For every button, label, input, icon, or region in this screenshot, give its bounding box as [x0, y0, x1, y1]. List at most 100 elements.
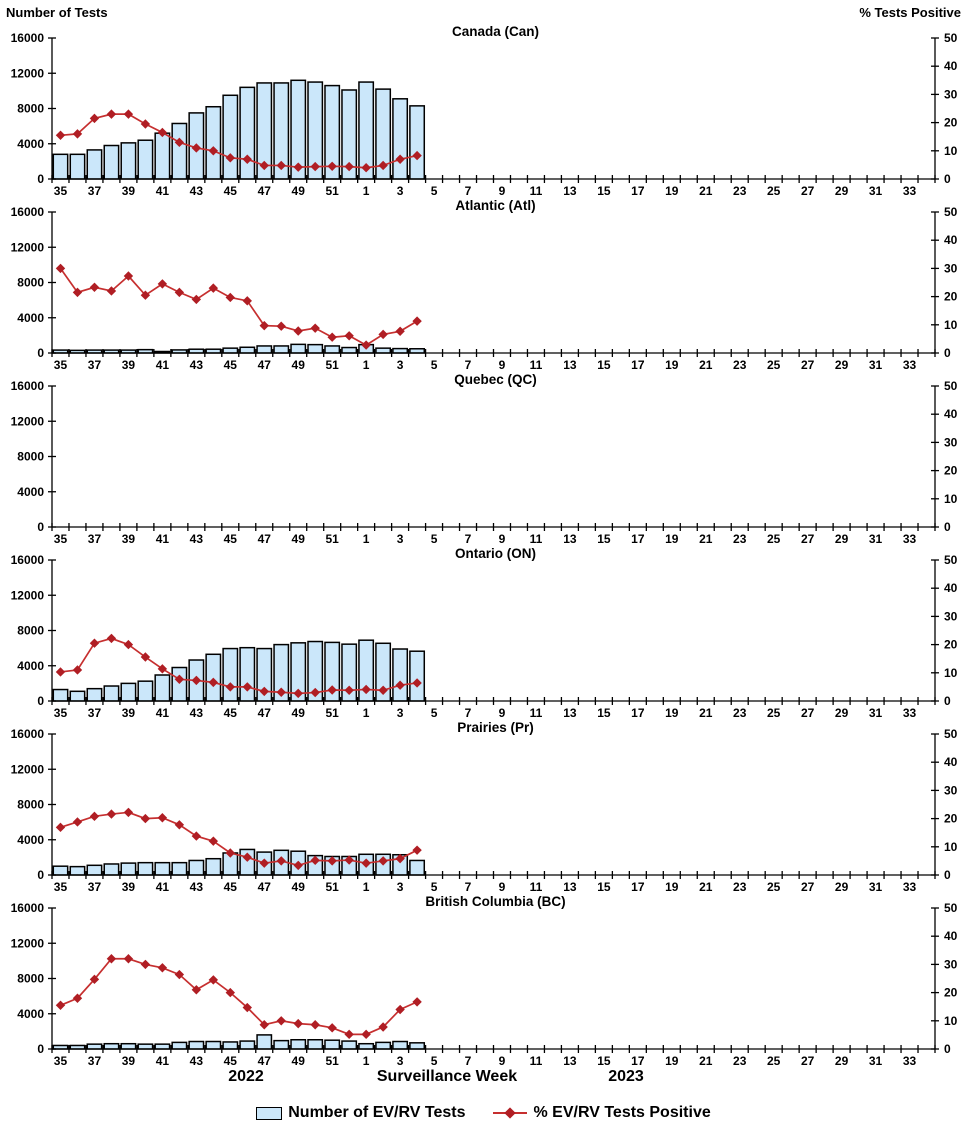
svg-text:4000: 4000 [17, 1007, 44, 1021]
diamond-marker-icon [191, 294, 202, 305]
svg-text:1: 1 [363, 358, 370, 372]
svg-text:50: 50 [944, 379, 958, 393]
legend-line-swatch-icon [493, 1106, 528, 1120]
svg-text:45: 45 [224, 706, 238, 720]
diamond-marker-icon [174, 137, 185, 148]
svg-text:16000: 16000 [11, 553, 45, 567]
svg-text:3: 3 [397, 706, 404, 720]
diamond-marker-icon [225, 848, 236, 858]
svg-text:21: 21 [699, 184, 713, 198]
diamond-marker-icon [412, 997, 422, 1007]
svg-text:51: 51 [326, 880, 340, 894]
pct-positive-line [60, 811, 418, 867]
diamond-marker-icon [157, 127, 168, 138]
diamond-marker-icon [72, 817, 83, 827]
svg-text:37: 37 [88, 1054, 102, 1068]
legend-diamond-marker-icon [504, 1107, 517, 1119]
svg-text:49: 49 [292, 358, 306, 372]
diamond-marker-icon [259, 686, 269, 697]
svg-text:19: 19 [665, 706, 679, 720]
bar-week-36 [69, 153, 86, 180]
bar-week-42 [171, 861, 188, 876]
svg-text:47: 47 [258, 184, 272, 198]
svg-text:27: 27 [801, 184, 815, 198]
svg-text:47: 47 [258, 1054, 272, 1068]
diamond-marker-icon [191, 985, 202, 995]
svg-text:20: 20 [944, 290, 958, 304]
svg-text:11: 11 [530, 1054, 543, 1068]
svg-text:41: 41 [156, 184, 170, 198]
svg-text:20: 20 [944, 116, 958, 130]
diamond-marker-icon [157, 963, 168, 973]
diamond-marker-icon [140, 813, 151, 824]
svg-text:35: 35 [54, 706, 68, 720]
svg-text:21: 21 [699, 532, 713, 546]
svg-text:50: 50 [944, 553, 958, 567]
svg-text:17: 17 [631, 532, 645, 546]
diamond-marker-icon [174, 287, 185, 298]
svg-text:8000: 8000 [17, 102, 44, 116]
svg-text:41: 41 [156, 1054, 170, 1068]
panel-qc: Quebec (QC) 0 4000 8000 12000 16000 0 10 20 30 40 5… [11, 372, 958, 546]
svg-text:0: 0 [37, 172, 44, 186]
diamond-marker-icon [55, 130, 66, 140]
diamond-marker-icon [276, 856, 286, 866]
svg-text:39: 39 [122, 532, 136, 546]
svg-text:40: 40 [944, 407, 958, 421]
svg-text:29: 29 [835, 706, 849, 720]
svg-text:31: 31 [869, 1054, 883, 1068]
svg-text:21: 21 [699, 358, 713, 372]
bar-week-38 [103, 1042, 120, 1050]
svg-text:7: 7 [465, 880, 472, 894]
year-2022-label: 2022 [228, 1068, 264, 1085]
diamond-marker-icon [225, 682, 236, 692]
svg-text:29: 29 [835, 358, 849, 372]
svg-text:11: 11 [530, 706, 543, 720]
svg-text:12000: 12000 [11, 936, 45, 950]
svg-text:15: 15 [597, 706, 611, 720]
svg-text:40: 40 [944, 929, 958, 943]
diamond-marker-icon [361, 1029, 371, 1040]
diamond-marker-icon [327, 685, 337, 695]
left-axis-title: Number of Tests [6, 5, 108, 20]
bar-week-41 [154, 861, 171, 876]
diamond-marker-icon [225, 292, 236, 303]
bar-week-49 [290, 343, 307, 354]
svg-text:11: 11 [530, 532, 543, 546]
diamond-marker-icon [310, 1020, 320, 1030]
panel-title: British Columbia (BC) [425, 894, 565, 909]
svg-text:30: 30 [944, 783, 958, 797]
diamond-marker-icon [208, 975, 219, 985]
diamond-marker-icon [89, 282, 100, 292]
svg-text:4000: 4000 [17, 659, 44, 673]
svg-text:13: 13 [563, 706, 577, 720]
svg-text:35: 35 [54, 1054, 68, 1068]
svg-text:12000: 12000 [11, 240, 45, 254]
svg-text:20: 20 [944, 812, 958, 826]
svg-text:40: 40 [944, 581, 958, 595]
svg-text:15: 15 [597, 532, 611, 546]
svg-text:5: 5 [431, 358, 438, 372]
svg-text:0: 0 [37, 868, 44, 882]
svg-text:20: 20 [944, 986, 958, 1000]
svg-text:50: 50 [944, 205, 958, 219]
diamond-marker-icon [140, 290, 151, 300]
diamond-marker-icon [310, 161, 320, 172]
x-axis-title: Surveillance Week [376, 1068, 518, 1085]
svg-text:33: 33 [903, 184, 917, 198]
diamond-marker-icon [72, 665, 83, 675]
svg-text:3: 3 [397, 358, 404, 372]
diamond-marker-icon [276, 687, 286, 697]
diamond-marker-icon [293, 860, 303, 871]
svg-text:30: 30 [944, 609, 958, 623]
diamond-marker-icon [242, 682, 252, 692]
diamond-marker-icon [242, 296, 252, 306]
bar-week-42 [171, 1041, 188, 1050]
svg-text:9: 9 [499, 358, 506, 372]
svg-text:49: 49 [292, 1054, 306, 1068]
diamond-marker-icon [378, 1022, 388, 1032]
bar-week-45 [222, 94, 239, 180]
svg-text:0: 0 [944, 346, 951, 360]
bar-week-3 [392, 347, 409, 354]
svg-text:31: 31 [869, 532, 883, 546]
